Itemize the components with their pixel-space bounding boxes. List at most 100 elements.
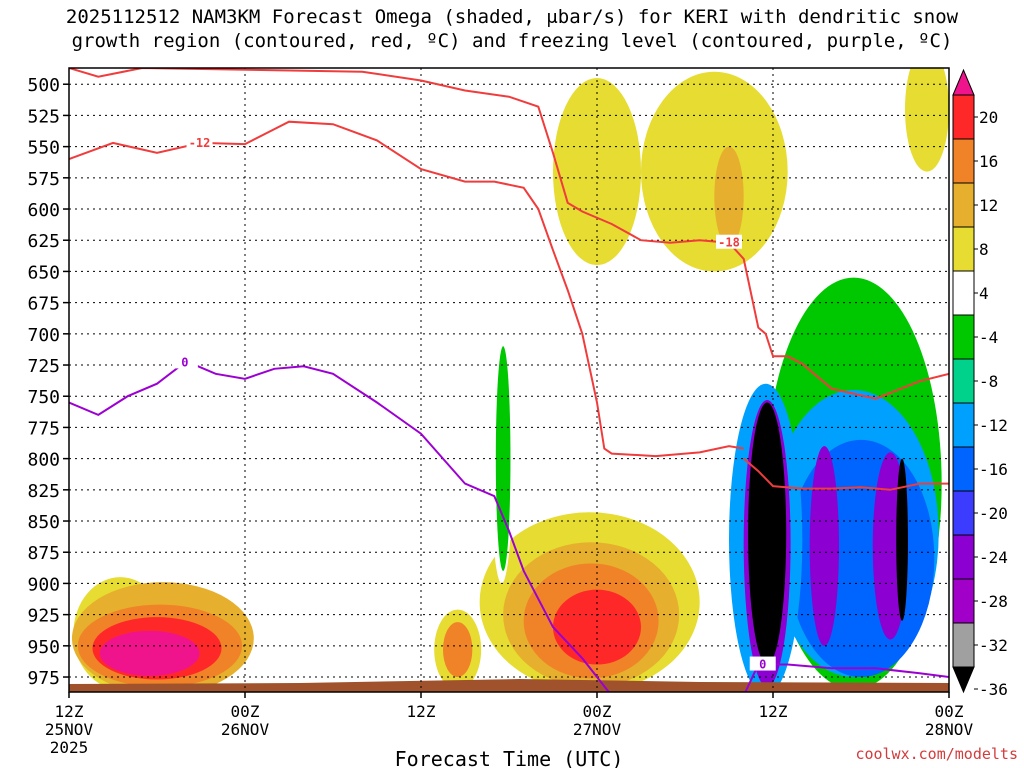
y-tick-label-825: 825 bbox=[27, 481, 60, 502]
x-tick-label-1-1: 26NOV bbox=[221, 720, 270, 739]
y-tick-label-950: 950 bbox=[27, 637, 60, 658]
x-tick-label-0-2: 2025 bbox=[50, 738, 89, 757]
y-tick-label-550: 550 bbox=[27, 138, 60, 159]
temperature-contours: -12 -18 0 0 bbox=[69, 68, 949, 692]
contour-label-0: -12 bbox=[189, 136, 211, 150]
y-tick-label-775: 775 bbox=[27, 418, 60, 439]
omega-region-29 bbox=[748, 402, 787, 665]
contour-line-1 bbox=[743, 457, 949, 491]
omega-shading bbox=[71, 68, 949, 692]
x-tick-label-2-0: 12Z bbox=[407, 702, 436, 721]
omega-region-13 bbox=[714, 146, 744, 247]
y-tick-label-600: 600 bbox=[27, 200, 60, 221]
colorbar-band-7 bbox=[952, 402, 975, 448]
y-tick-label-575: 575 bbox=[27, 169, 60, 190]
omega-region-24 bbox=[787, 439, 935, 678]
colorbar-band-3 bbox=[952, 226, 975, 272]
y-axis: 500 525 550 575 600 625 650 675 700 725 750 775 800 8… bbox=[27, 75, 69, 689]
y-tick-label-750: 750 bbox=[27, 387, 60, 408]
chart-title-line-1: 2025112512 NAM3KM Forecast Omega (shaded… bbox=[65, 6, 959, 28]
terrain-surface bbox=[69, 679, 949, 692]
omega-region-15 bbox=[118, 134, 137, 234]
x-tick-label-4-0: 12Z bbox=[759, 702, 788, 721]
colorbar-label-0: 20 bbox=[979, 108, 998, 127]
colorbar-label-12: -32 bbox=[979, 636, 1008, 655]
colorbar-band-6 bbox=[952, 358, 975, 404]
source-credit: coolwx.com/modelts bbox=[855, 745, 1018, 763]
x-tick-label-0-1: 25NOV bbox=[45, 720, 94, 739]
colorbar-label-4: 4 bbox=[979, 284, 989, 303]
y-tick-label-925: 925 bbox=[27, 606, 60, 627]
omega-region-6 bbox=[443, 622, 473, 678]
y-tick-label-875: 875 bbox=[27, 543, 60, 564]
colorbar-over bbox=[952, 68, 975, 96]
contour-label-3: 0 bbox=[181, 355, 188, 369]
omega-region-20 bbox=[665, 327, 705, 403]
omega-region-17 bbox=[346, 377, 364, 515]
omega-region-16 bbox=[73, 414, 109, 553]
colorbar-label-5: -4 bbox=[979, 328, 998, 347]
omega-region-25 bbox=[809, 446, 839, 646]
omega-region-30 bbox=[896, 458, 908, 621]
colorbar-label-11: -28 bbox=[979, 592, 1008, 611]
contour-line-2 bbox=[69, 68, 949, 400]
chart-title-line-2: growth region (contoured, red, ºC) and f… bbox=[71, 30, 953, 52]
colorbar-band-4 bbox=[952, 270, 975, 316]
plot-frame bbox=[68, 67, 950, 693]
colorbar-under bbox=[952, 666, 975, 694]
contour-label-bg-2 bbox=[716, 234, 742, 249]
colorbar-label-1: 16 bbox=[979, 152, 998, 171]
contour-label-bg-3 bbox=[171, 354, 198, 369]
y-tick-label-850: 850 bbox=[27, 512, 60, 533]
colorbar-label-2: 12 bbox=[979, 196, 998, 215]
x-tick-label-3-0: 00Z bbox=[583, 702, 612, 721]
colorbar-band-10 bbox=[952, 534, 975, 580]
colorbar-band-1 bbox=[952, 138, 975, 184]
colorbar-label-7: -12 bbox=[979, 416, 1008, 435]
colorbar-label-9: -20 bbox=[979, 504, 1008, 523]
colorbar-band-12 bbox=[952, 622, 975, 668]
omega-region-14 bbox=[905, 68, 949, 172]
colorbar-band-0 bbox=[952, 94, 975, 140]
y-tick-label-725: 725 bbox=[27, 356, 60, 377]
colorbar-band-5 bbox=[952, 314, 975, 360]
colorbar-band-8 bbox=[952, 446, 975, 492]
contour-line-0 bbox=[69, 120, 744, 458]
contour-label-bg-4 bbox=[749, 656, 776, 671]
contour-label-2: -18 bbox=[718, 236, 740, 250]
omega-region-12 bbox=[641, 71, 788, 272]
contour-label-4: 0 bbox=[759, 658, 766, 672]
x-axis-label: Forecast Time (UTC) bbox=[395, 747, 624, 768]
colorbar-band-2 bbox=[952, 182, 975, 228]
colorbar-label-8: -16 bbox=[979, 460, 1008, 479]
omega-region-19 bbox=[495, 346, 511, 571]
colorbar-label-13: -36 bbox=[979, 680, 1008, 699]
terrain-band bbox=[69, 679, 949, 692]
y-tick-label-975: 975 bbox=[27, 668, 60, 689]
plot-border bbox=[68, 67, 950, 693]
colorbar-label-3: 8 bbox=[979, 240, 989, 259]
colorbar-label-10: -24 bbox=[979, 548, 1008, 567]
omega-region-4 bbox=[99, 630, 200, 676]
x-tick-label-5-1: 28NOV bbox=[925, 720, 974, 739]
x-tick-label-0-0: 12Z bbox=[55, 702, 84, 721]
colorbar-band-9 bbox=[952, 490, 975, 536]
contour-label-bg-0 bbox=[186, 135, 213, 150]
x-tick-label-1-0: 00Z bbox=[231, 702, 260, 721]
colorbar-band-11 bbox=[952, 578, 975, 624]
colorbar-label-6: -8 bbox=[979, 372, 998, 391]
x-tick-label-5-0: 00Z bbox=[935, 702, 964, 721]
y-tick-label-650: 650 bbox=[27, 262, 60, 283]
y-tick-label-500: 500 bbox=[27, 75, 60, 96]
y-tick-label-800: 800 bbox=[27, 450, 60, 471]
y-tick-label-675: 675 bbox=[27, 294, 60, 315]
y-tick-label-625: 625 bbox=[27, 231, 60, 252]
contour-line-3 bbox=[69, 360, 611, 692]
y-tick-label-525: 525 bbox=[27, 106, 60, 127]
y-tick-label-900: 900 bbox=[27, 574, 60, 595]
colorbar: 20 16 12 8 4 -4 -8 -12 -16 -20 -24 -28 -32 -36 bbox=[952, 68, 1008, 699]
y-tick-label-700: 700 bbox=[27, 325, 60, 346]
x-tick-label-3-1: 27NOV bbox=[573, 720, 622, 739]
